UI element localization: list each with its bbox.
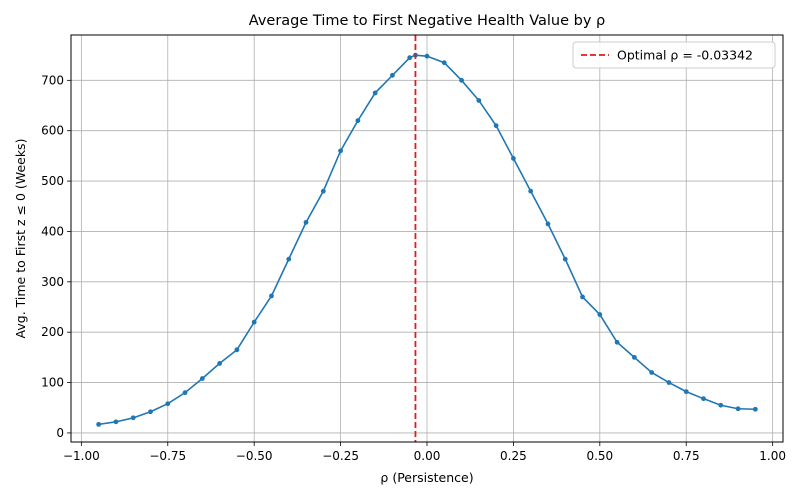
y-tick-label: 600 [41,124,64,138]
data-point [476,98,482,103]
data-point [269,293,274,299]
data-point [130,415,136,421]
x-tick-label: 0.75 [673,449,700,463]
data-point [286,256,292,262]
data-point [390,72,395,78]
data-point [217,361,223,366]
data-point [718,402,724,408]
data-point [649,370,655,375]
y-axis-label: Avg. Time to First z ≤ 0 (Weeks) [13,139,28,339]
data-point [631,354,637,360]
data-point [545,221,551,227]
x-tick-label: −0.75 [149,449,186,463]
data-point [493,123,499,129]
data-point [113,419,119,425]
data-point [752,406,758,412]
series-line [98,54,756,426]
data-point [701,396,706,402]
data-point [148,409,153,415]
data-point [407,55,413,61]
data-point [528,188,534,194]
data-point [562,256,568,262]
series-layer [96,52,758,427]
y-tick-label: 200 [41,325,64,339]
data-point [234,347,240,353]
x-tick-label: −0.50 [236,449,273,463]
data-point [165,401,171,407]
legend-box [572,41,776,69]
y-axis-ticks: 0 100 200 300 400 500 600 700 [41,73,71,440]
x-tick-label: 0.00 [414,449,441,463]
y-tick-label: 700 [41,73,64,87]
data-point [580,294,585,300]
data-point [251,319,257,325]
data-point [372,90,378,96]
data-point [338,148,343,154]
data-point [511,156,516,161]
legend-label-optimal: Optimal ρ = -0.03342 [617,48,753,63]
data-point [597,312,603,317]
data-point [355,118,361,124]
y-tick-label: 100 [41,376,64,390]
data-point [199,376,205,381]
y-tick-label: 0 [56,426,64,440]
data-point [303,219,309,225]
legend: Optimal ρ = -0.03342 [572,41,776,69]
x-tick-label: 0.50 [586,449,613,463]
grid-layer [71,35,783,442]
data-point [441,60,447,66]
x-tick-label: 0.25 [500,449,527,463]
x-tick-label: −1.00 [63,449,100,463]
x-axis-label: ρ (Persistence) [380,470,473,485]
y-tick-label: 500 [41,174,64,188]
data-point [683,389,689,395]
data-point [666,380,672,385]
x-tick-label: −0.25 [322,449,359,463]
y-tick-label: 400 [41,224,64,238]
chart-title: Average Time to First Negative Health Va… [249,13,605,29]
data-point [96,421,102,427]
data-point [459,77,464,83]
data-point [182,390,188,396]
data-point [320,188,326,194]
data-point [424,53,430,59]
data-point [614,339,620,345]
x-axis-ticks: −1.00 −0.75 −0.50 −0.25 0.00 0.25 0.50 0.75 1.00 [63,442,786,463]
x-tick-label: 1.00 [759,449,786,463]
data-point [735,406,741,412]
y-tick-label: 300 [41,275,64,289]
